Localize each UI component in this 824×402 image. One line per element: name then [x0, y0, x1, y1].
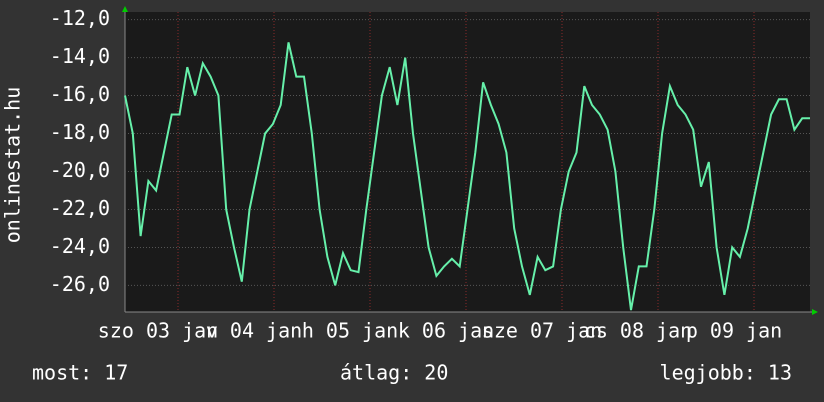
y-tick-label: -22,0	[50, 196, 110, 220]
x-tick-label: k 06 jan	[398, 319, 494, 343]
y-tick-label: -16,0	[50, 82, 110, 106]
footer-best: legjobb: 13	[660, 361, 792, 385]
x-tick-label: p 09 jan	[686, 319, 782, 343]
plot-area	[125, 12, 810, 312]
y-tick-label: -14,0	[50, 44, 110, 68]
y-tick-label: -18,0	[50, 120, 110, 144]
axis-arrow	[812, 309, 818, 315]
x-tick-label: v 04 jan	[206, 319, 302, 343]
y-axis-label: onlinestat.hu	[1, 87, 25, 244]
y-tick-label: -26,0	[50, 272, 110, 296]
y-tick-label: -20,0	[50, 158, 110, 182]
y-tick-label: -24,0	[50, 234, 110, 258]
footer-average: átlag: 20	[340, 361, 448, 385]
axis-arrow	[122, 6, 128, 12]
footer-current: most: 17	[32, 361, 128, 385]
x-tick-label: h 05 jan	[302, 319, 398, 343]
x-tick-label: cs 08 jan	[584, 319, 692, 343]
y-tick-label: -12,0	[50, 6, 110, 30]
data-line	[124, 42, 810, 311]
x-tick-label: szo 03 jan	[98, 319, 218, 343]
x-tick-label: sze 07 jan	[482, 319, 602, 343]
